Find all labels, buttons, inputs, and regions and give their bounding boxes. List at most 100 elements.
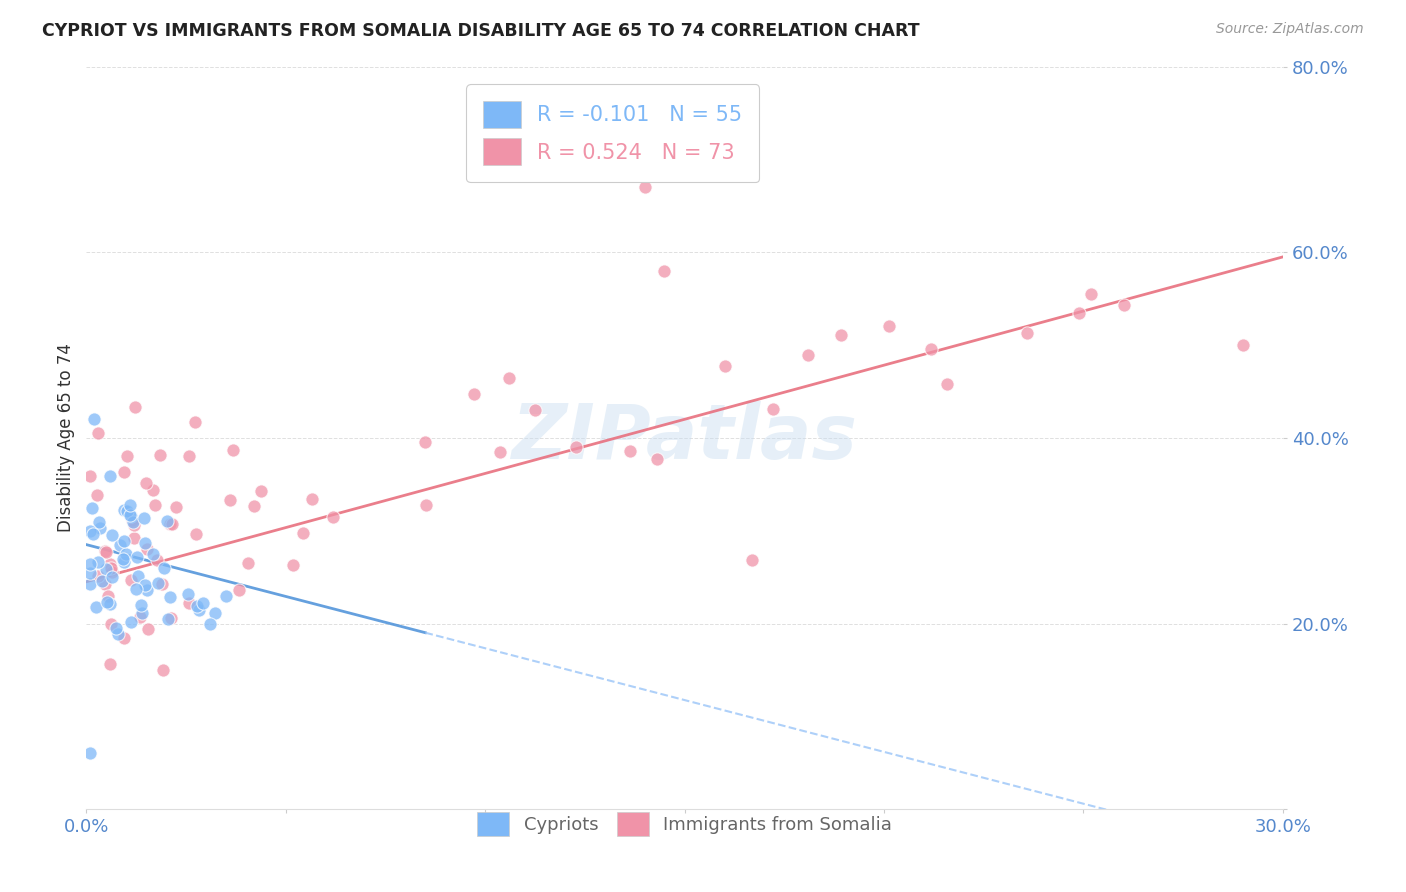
Point bbox=[101, 528, 124, 542]
Text: Source: ZipAtlas.com: Source: ZipAtlas.com bbox=[1216, 22, 1364, 37]
Point bbox=[87, 555, 110, 569]
Point bbox=[149, 448, 172, 462]
Point bbox=[142, 547, 165, 561]
Point bbox=[159, 590, 181, 604]
Point bbox=[108, 538, 131, 552]
Point bbox=[132, 510, 155, 524]
Point bbox=[619, 444, 641, 458]
Point bbox=[228, 583, 250, 598]
Point bbox=[222, 443, 245, 458]
Point bbox=[179, 449, 201, 463]
Point bbox=[112, 534, 135, 549]
Point bbox=[94, 562, 117, 576]
Point bbox=[524, 402, 547, 417]
Point bbox=[322, 510, 344, 524]
Point bbox=[120, 615, 142, 630]
Point bbox=[79, 524, 101, 538]
Point bbox=[128, 610, 150, 624]
Point bbox=[112, 555, 135, 569]
Point bbox=[121, 513, 143, 527]
Point bbox=[179, 596, 201, 610]
Point bbox=[1017, 326, 1039, 340]
Point bbox=[160, 611, 183, 625]
Point bbox=[98, 468, 121, 483]
Point bbox=[100, 560, 122, 574]
Point bbox=[292, 526, 315, 541]
Point bbox=[98, 657, 121, 671]
Point bbox=[79, 747, 101, 761]
Point bbox=[1232, 338, 1254, 352]
Point bbox=[136, 582, 159, 597]
Point bbox=[136, 541, 159, 556]
Point bbox=[186, 599, 208, 613]
Point bbox=[127, 568, 149, 582]
Point bbox=[159, 516, 181, 531]
Point bbox=[112, 632, 135, 646]
Point bbox=[204, 606, 226, 620]
Point bbox=[830, 327, 852, 342]
Point bbox=[714, 359, 737, 373]
Point bbox=[79, 577, 101, 591]
Point bbox=[87, 569, 110, 583]
Point bbox=[112, 466, 135, 480]
Point bbox=[115, 450, 138, 464]
Point bbox=[101, 566, 124, 580]
Y-axis label: Disability Age 65 to 74: Disability Age 65 to 74 bbox=[58, 343, 75, 533]
Point bbox=[165, 500, 187, 515]
Point bbox=[87, 426, 110, 441]
Point bbox=[131, 606, 153, 620]
Point bbox=[156, 514, 179, 528]
Point bbox=[877, 319, 900, 334]
Point bbox=[98, 597, 121, 611]
Point bbox=[191, 596, 214, 610]
Point bbox=[301, 492, 323, 507]
Point bbox=[413, 435, 436, 450]
Point bbox=[242, 499, 264, 513]
Point bbox=[93, 577, 115, 591]
Point bbox=[129, 598, 152, 612]
Point bbox=[79, 557, 101, 571]
Point bbox=[101, 570, 124, 584]
Point bbox=[82, 500, 104, 515]
Point bbox=[498, 371, 520, 385]
Point bbox=[184, 526, 207, 541]
Point bbox=[114, 547, 136, 561]
Point bbox=[1114, 298, 1136, 312]
Point bbox=[652, 264, 675, 278]
Point bbox=[96, 595, 118, 609]
Point bbox=[79, 468, 101, 483]
Point bbox=[122, 518, 145, 533]
Point bbox=[89, 521, 111, 535]
Point bbox=[936, 376, 959, 391]
Point bbox=[160, 517, 183, 532]
Point bbox=[94, 544, 117, 558]
Point bbox=[134, 535, 156, 549]
Point bbox=[645, 451, 668, 466]
Point bbox=[117, 504, 139, 518]
Point bbox=[1080, 286, 1102, 301]
Point bbox=[134, 578, 156, 592]
Point bbox=[415, 499, 437, 513]
Point bbox=[120, 574, 142, 588]
Point bbox=[796, 348, 818, 362]
Point bbox=[118, 508, 141, 523]
Text: CYPRIOT VS IMMIGRANTS FROM SOMALIA DISABILITY AGE 65 TO 74 CORRELATION CHART: CYPRIOT VS IMMIGRANTS FROM SOMALIA DISAB… bbox=[42, 22, 920, 40]
Legend: Cypriots, Immigrants from Somalia: Cypriots, Immigrants from Somalia bbox=[468, 804, 901, 845]
Point bbox=[136, 622, 159, 636]
Point bbox=[198, 617, 221, 632]
Point bbox=[250, 483, 273, 498]
Point bbox=[86, 487, 108, 501]
Point bbox=[122, 515, 145, 529]
Point bbox=[98, 557, 121, 571]
Point bbox=[120, 508, 142, 523]
Point bbox=[1069, 306, 1091, 320]
Point bbox=[920, 343, 942, 357]
Point bbox=[142, 483, 165, 497]
Point bbox=[741, 553, 763, 567]
Point bbox=[112, 552, 135, 566]
Text: ZIPatlas: ZIPatlas bbox=[512, 401, 858, 475]
Point bbox=[565, 441, 588, 455]
Point bbox=[152, 577, 174, 591]
Point bbox=[125, 550, 148, 565]
Point bbox=[238, 556, 260, 570]
